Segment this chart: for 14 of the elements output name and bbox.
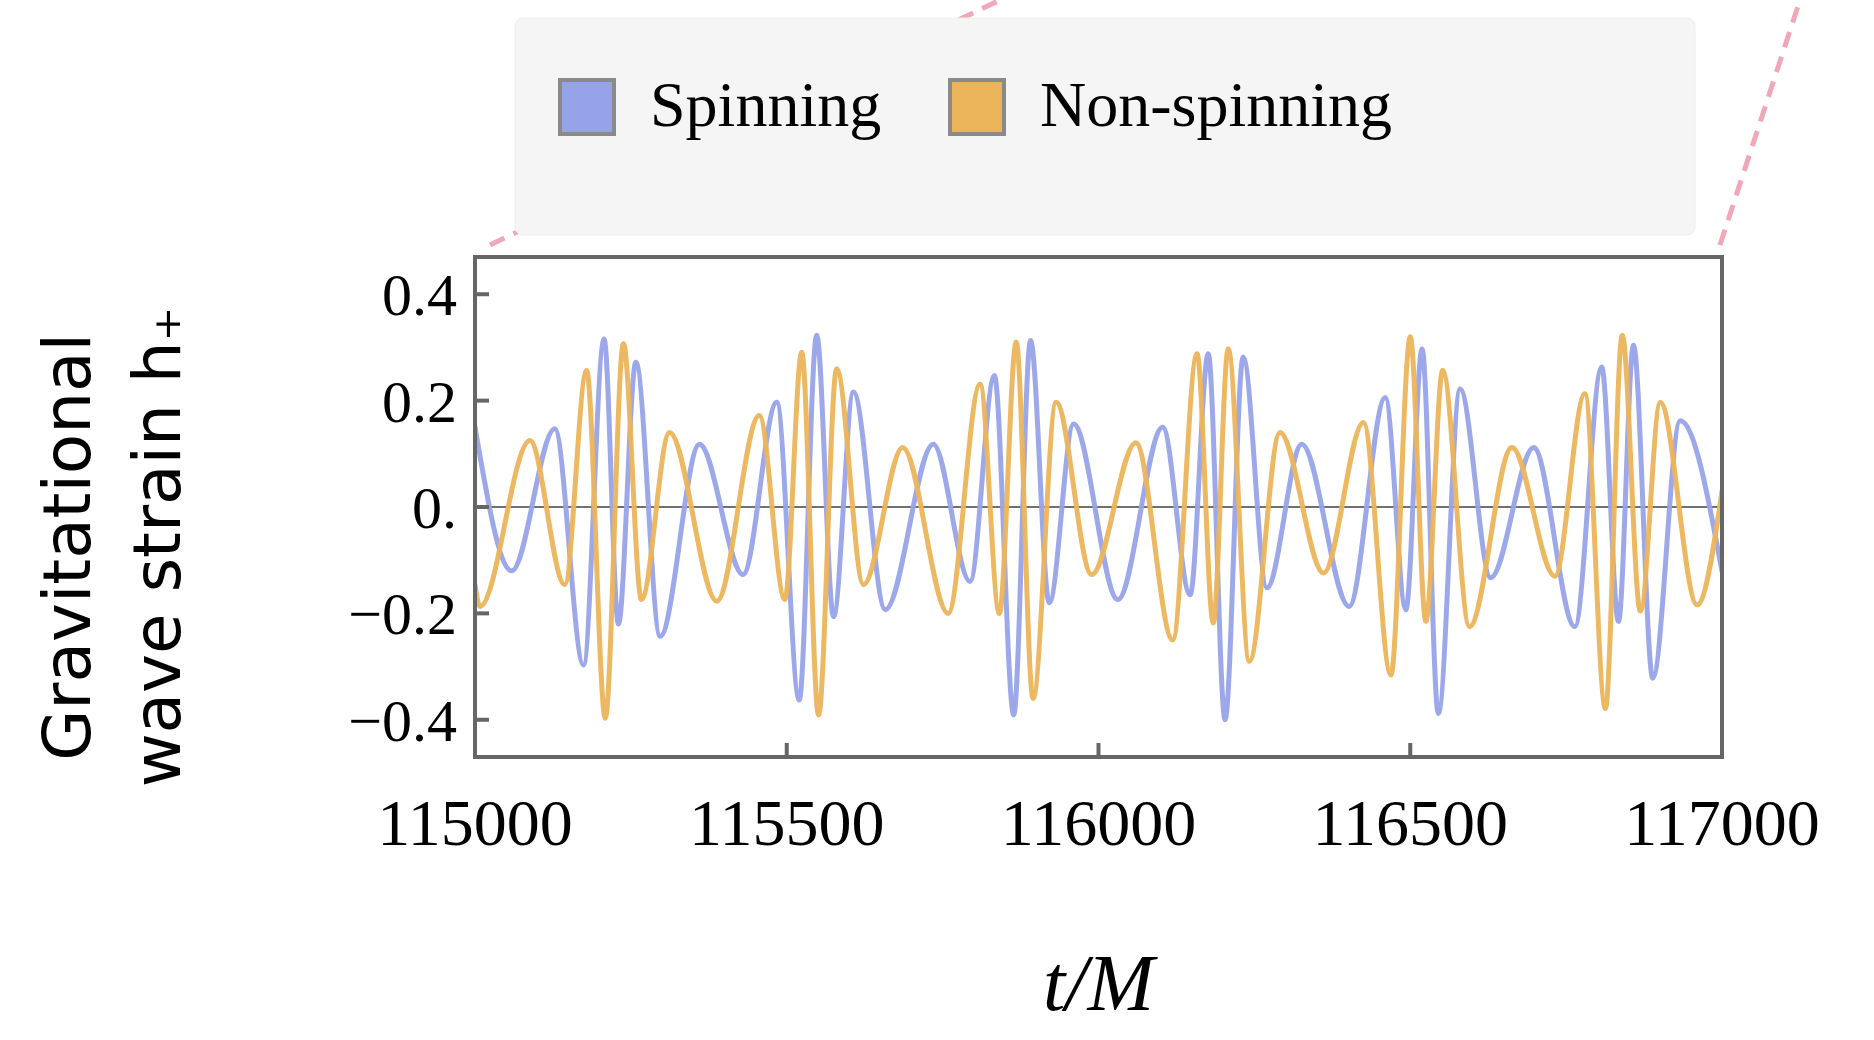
x-tick-label: 115500 [688,786,885,859]
legend-label: Non-spinning [1040,69,1392,140]
x-axis-title: t/M [1042,939,1159,1027]
y-tick-label: 0.2 [382,368,457,435]
y-axis-title: Gravitational wave strain h₊ [29,306,196,788]
x-tick-label: 115000 [377,786,573,859]
x-tick-label: 116000 [1000,786,1197,859]
legend-label: Spinning [650,69,882,140]
x-tick-label: 116500 [1312,786,1509,859]
y-tick-label: −0.4 [348,687,457,754]
x-tick-label: 117000 [1624,786,1820,859]
y-tick-label: −0.2 [348,581,457,648]
y-tick-label: 0. [412,475,457,541]
y-tick-label: 0.4 [382,262,457,329]
